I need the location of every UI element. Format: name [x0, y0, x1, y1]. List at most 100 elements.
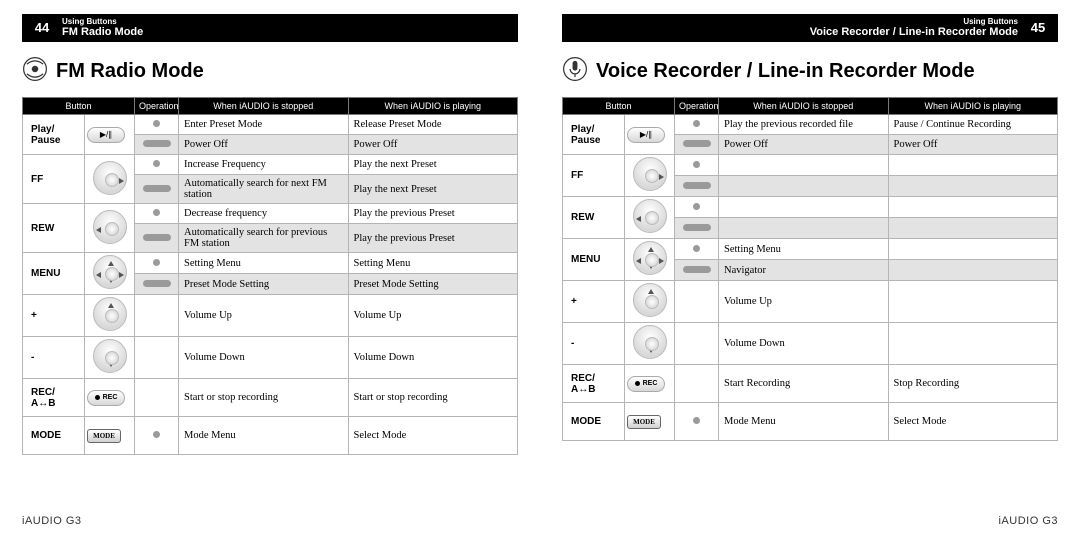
page-title: FM Radio Mode	[56, 60, 204, 83]
stopped-cell: Navigator	[719, 260, 889, 281]
button-graphic: MODE	[625, 403, 675, 441]
stopped-cell	[719, 218, 889, 239]
button-graphic	[625, 197, 675, 239]
operation-cell	[675, 197, 719, 218]
playing-cell	[888, 281, 1058, 323]
button-graphic: ▶/∥	[85, 115, 135, 155]
playing-cell: Setting Menu	[348, 253, 518, 274]
button-label: Play/ Pause	[563, 115, 625, 155]
stopped-cell: Automatically search for previous FM sta…	[179, 224, 349, 253]
button-graphic	[85, 204, 135, 253]
operation-cell	[135, 175, 179, 204]
playing-cell	[888, 155, 1058, 176]
playing-cell	[888, 260, 1058, 281]
operation-cell	[675, 218, 719, 239]
playing-cell: Stop Recording	[888, 365, 1058, 403]
header-left: 44 Using Buttons FM Radio Mode	[22, 14, 518, 42]
stopped-cell: Setting Menu	[719, 239, 889, 260]
stopped-cell: Power Off	[179, 135, 349, 155]
button-graphic	[625, 281, 675, 323]
operation-cell	[135, 253, 179, 274]
col-header: When iAUDIO is playing	[888, 98, 1058, 115]
title-row: Voice Recorder / Line-in Recorder Mode	[562, 56, 1058, 87]
stopped-cell: Volume Down	[179, 337, 349, 379]
stopped-cell: Enter Preset Mode	[179, 115, 349, 135]
operation-cell	[675, 403, 719, 441]
playing-cell: Play the previous Preset	[348, 204, 518, 224]
stopped-cell: Automatically search for next FM station	[179, 175, 349, 204]
button-label: MENU	[563, 239, 625, 281]
col-header: When iAUDIO is stopped	[179, 98, 349, 115]
button-graphic: REC	[85, 379, 135, 417]
button-graphic	[85, 155, 135, 204]
operation-cell	[135, 155, 179, 175]
page-number: 44	[30, 20, 54, 35]
playing-cell: Power Off	[348, 135, 518, 155]
playing-cell: Preset Mode Setting	[348, 274, 518, 295]
table-row: -Volume Down	[563, 323, 1058, 365]
stopped-cell: Increase Frequency	[179, 155, 349, 175]
operation-cell	[675, 155, 719, 176]
table-row: FF	[563, 155, 1058, 176]
button-label: +	[23, 295, 85, 337]
operation-cell	[135, 295, 179, 337]
operation-cell	[675, 260, 719, 281]
playing-cell: Select Mode	[888, 403, 1058, 441]
breadcrumb-small: Using Buttons	[62, 17, 117, 26]
playing-cell	[888, 218, 1058, 239]
operation-cell	[675, 323, 719, 365]
stopped-cell: Volume Up	[179, 295, 349, 337]
stopped-cell: Volume Down	[719, 323, 889, 365]
stopped-cell: Start Recording	[719, 365, 889, 403]
button-label: FF	[563, 155, 625, 197]
button-label: +	[563, 281, 625, 323]
table-row: REWDecrease frequencyPlay the previous P…	[23, 204, 518, 224]
playing-cell	[888, 176, 1058, 197]
stopped-cell	[719, 176, 889, 197]
stopped-cell: Setting Menu	[179, 253, 349, 274]
manual-spread: 44 Using Buttons FM Radio Mode FM Radio …	[0, 0, 1080, 539]
table-row: Play/ Pause▶/∥Enter Preset ModeRelease P…	[23, 115, 518, 135]
playing-cell: Select Mode	[348, 417, 518, 455]
page-left: 44 Using Buttons FM Radio Mode FM Radio …	[0, 0, 540, 539]
button-table-left: ButtonOperationWhen iAUDIO is stoppedWhe…	[22, 97, 518, 455]
table-row: + Volume UpVolume Up	[23, 295, 518, 337]
table-row: -Volume DownVolume Down	[23, 337, 518, 379]
breadcrumb-big: Voice Recorder / Line-in Recorder Mode	[810, 26, 1018, 38]
operation-cell	[675, 135, 719, 155]
button-label: MODE	[23, 417, 85, 455]
title-row: FM Radio Mode	[22, 56, 518, 87]
col-header: Operation	[675, 98, 719, 115]
button-graphic	[85, 337, 135, 379]
table-row: Play/ Pause▶/∥Play the previous recorded…	[563, 115, 1058, 135]
playing-cell: Release Preset Mode	[348, 115, 518, 135]
operation-cell	[135, 274, 179, 295]
stopped-cell: Power Off	[719, 135, 889, 155]
table-row: REW	[563, 197, 1058, 218]
button-graphic	[85, 253, 135, 295]
stopped-cell: Mode Menu	[719, 403, 889, 441]
playing-cell: Play the next Preset	[348, 155, 518, 175]
stopped-cell	[719, 197, 889, 218]
operation-cell	[135, 115, 179, 135]
button-graphic	[625, 239, 675, 281]
operation-cell	[135, 224, 179, 253]
stopped-cell: Preset Mode Setting	[179, 274, 349, 295]
page-number: 45	[1026, 20, 1050, 35]
recorder-icon	[562, 56, 588, 87]
operation-cell	[675, 176, 719, 197]
operation-cell	[135, 379, 179, 417]
breadcrumb-big: FM Radio Mode	[62, 26, 143, 38]
stopped-cell	[719, 155, 889, 176]
playing-cell	[888, 239, 1058, 260]
playing-cell: Play the next Preset	[348, 175, 518, 204]
operation-cell	[135, 337, 179, 379]
table-row: REC/A↔BRECStart or stop recordingStart o…	[23, 379, 518, 417]
table-row: MODEMODEMode MenuSelect Mode	[563, 403, 1058, 441]
button-graphic	[625, 323, 675, 365]
header-right: Using Buttons Voice Recorder / Line-in R…	[562, 14, 1058, 42]
button-label: REW	[23, 204, 85, 253]
playing-cell: Volume Up	[348, 295, 518, 337]
stopped-cell: Mode Menu	[179, 417, 349, 455]
button-graphic: REC	[625, 365, 675, 403]
